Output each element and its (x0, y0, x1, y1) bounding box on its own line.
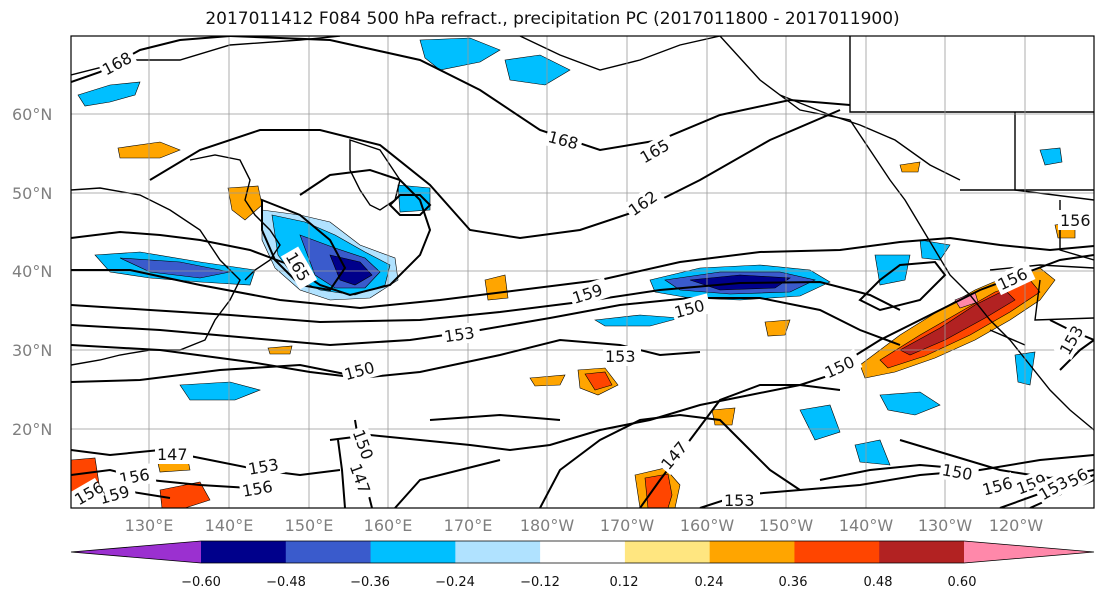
lat-label: 40°N (12, 262, 52, 281)
lat-label: 20°N (12, 420, 52, 439)
colorbar-swatch (285, 541, 372, 563)
lon-label: 150°W (759, 516, 814, 535)
lat-label: 60°N (12, 105, 52, 124)
colorbar-extend-high (964, 541, 1094, 563)
colorbar-ticks: −0.60 −0.48 −0.36 −0.24 −0.12 0.12 0.24 … (181, 575, 976, 590)
colorbar-tick-label: −0.48 (266, 575, 306, 590)
colorbar-tick-label: 0.60 (948, 575, 977, 590)
colorbar-swatch (794, 541, 880, 563)
lat-label: 30°N (12, 341, 52, 360)
lon-label: 140°W (839, 516, 894, 535)
colorbar-swatch (879, 541, 965, 563)
lon-label: 130°W (918, 516, 973, 535)
lon-label: 170°E (444, 516, 493, 535)
colorbar-swatch (709, 541, 795, 563)
precip-blob-neg-north1 (77, 81, 141, 107)
colorbar-swatch (540, 541, 626, 563)
lon-label: 180°W (520, 516, 575, 535)
map-title: 2017011412 F084 500 hPa refract., precip… (205, 9, 900, 29)
contour-label: 153 (443, 323, 476, 346)
colorbar-tick-label: 0.24 (695, 575, 724, 590)
colorbar-tick-label: 0.36 (779, 575, 808, 590)
longitude-labels: 130°E 140°E 150°E 160°E 170°E 180°W 170°… (125, 516, 1044, 535)
contour-label: 153 (605, 347, 636, 366)
lon-label: 140°E (205, 516, 254, 535)
colorbar-extend-low (71, 541, 201, 563)
colorbar (70, 540, 1095, 564)
lon-label: 120°W (989, 516, 1044, 535)
colorbar-outline (70, 540, 1095, 564)
lon-label: 160°E (364, 516, 413, 535)
contour-label: 153 (724, 491, 755, 510)
contour-label-group: 168 168 165 162 165 159 153 150 150 153 … (71, 44, 1094, 510)
gridlines (71, 36, 1094, 508)
lon-label: 150°E (285, 516, 334, 535)
colorbar-swatch (455, 541, 541, 563)
colorbar-tick-label: −0.24 (435, 575, 475, 590)
colorbar-tick-label: −0.60 (181, 575, 221, 590)
contour-label: 156 (1060, 211, 1091, 230)
colorbar-tick-label: 0.48 (864, 575, 893, 590)
colorbar-swatch (624, 541, 711, 563)
lon-label: 160°W (680, 516, 735, 535)
map-frame (70, 35, 1095, 509)
colorbar-tick-label: −0.36 (350, 575, 390, 590)
contour-label: 147 (157, 445, 188, 464)
colorbar-swatch (201, 541, 287, 563)
lon-label: 170°W (600, 516, 655, 535)
latitude-labels: 60°N 50°N 40°N 30°N 20°N (12, 105, 52, 439)
colorbar-tick-label: 0.12 (610, 575, 639, 590)
colorbar-tick-label: −0.12 (520, 575, 560, 590)
colorbar-swatch (370, 541, 456, 563)
lon-label: 130°E (125, 516, 174, 535)
lat-label: 50°N (12, 184, 52, 203)
